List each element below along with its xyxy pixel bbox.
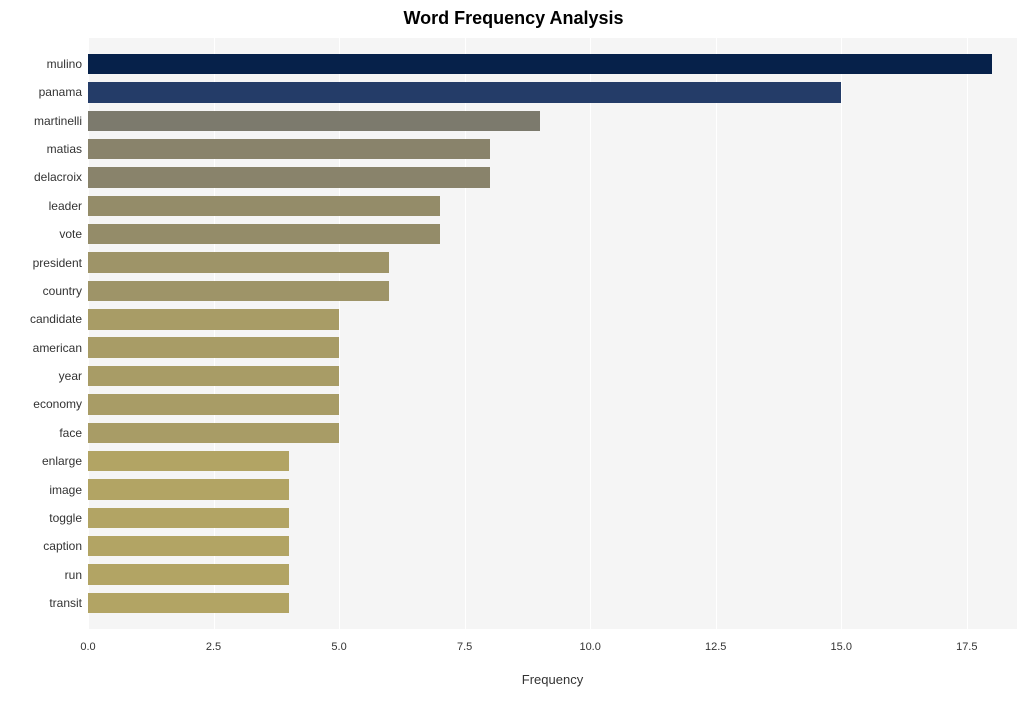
bar <box>88 451 289 471</box>
bar <box>88 593 289 613</box>
y-axis-labels: mulino panama martinelli matias delacroix lea… <box>0 38 88 629</box>
x-tick-label: 5.0 <box>331 641 346 653</box>
bar <box>88 111 540 131</box>
x-tick-label: 15.0 <box>831 641 852 653</box>
bar <box>88 394 339 414</box>
bar <box>88 423 339 443</box>
bar <box>88 82 841 102</box>
gridline <box>841 38 842 629</box>
x-tick-label: 10.0 <box>579 641 600 653</box>
y-tick-label: transit <box>49 596 82 610</box>
bar <box>88 139 490 159</box>
x-tick-label: 2.5 <box>206 641 221 653</box>
y-tick-label: economy <box>33 397 82 411</box>
y-tick-label: image <box>49 483 82 497</box>
y-tick-label: candidate <box>30 312 82 326</box>
y-tick-label: year <box>59 369 82 383</box>
x-tick-label: 17.5 <box>956 641 977 653</box>
y-tick-label: face <box>59 426 82 440</box>
y-tick-label: enlarge <box>42 454 82 468</box>
y-tick-label: mulino <box>47 57 82 71</box>
y-tick-label: delacroix <box>34 170 82 184</box>
gridline <box>590 38 591 629</box>
y-tick-label: caption <box>43 539 82 553</box>
y-tick-label: vote <box>59 227 82 241</box>
bar <box>88 196 440 216</box>
plot-area <box>88 38 1017 629</box>
bar <box>88 479 289 499</box>
bar <box>88 564 289 584</box>
y-tick-label: run <box>65 568 82 582</box>
bar <box>88 337 339 357</box>
y-tick-label: toggle <box>49 511 82 525</box>
bar <box>88 309 339 329</box>
y-tick-label: panama <box>39 85 82 99</box>
bar <box>88 536 289 556</box>
bar <box>88 224 440 244</box>
x-axis-title: Frequency <box>88 672 1017 687</box>
y-tick-label: president <box>33 256 82 270</box>
y-tick-label: martinelli <box>34 114 82 128</box>
bar <box>88 281 389 301</box>
word-frequency-chart: Word Frequency Analysis mulino panama mart… <box>0 0 1027 701</box>
y-tick-label: leader <box>49 199 82 213</box>
x-tick-label: 7.5 <box>457 641 472 653</box>
x-tick-label: 0.0 <box>80 641 95 653</box>
bar <box>88 508 289 528</box>
gridline <box>716 38 717 629</box>
bar <box>88 167 490 187</box>
gridline <box>967 38 968 629</box>
bar <box>88 252 389 272</box>
bar <box>88 54 992 74</box>
bar <box>88 366 339 386</box>
x-tick-label: 12.5 <box>705 641 726 653</box>
y-tick-label: country <box>43 284 82 298</box>
y-tick-label: matias <box>47 142 82 156</box>
y-tick-label: american <box>33 341 82 355</box>
x-axis: 0.02.55.07.510.012.515.017.5 <box>88 641 1017 661</box>
chart-title: Word Frequency Analysis <box>0 8 1027 29</box>
